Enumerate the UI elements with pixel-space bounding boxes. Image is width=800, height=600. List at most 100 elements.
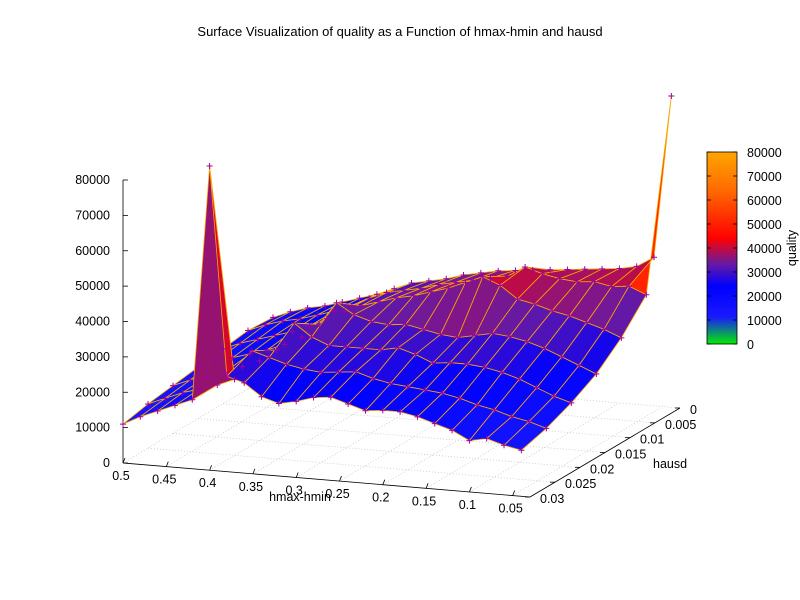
data-point-marker	[368, 318, 375, 325]
data-point-marker	[287, 308, 294, 315]
data-point-marker	[281, 341, 288, 348]
data-point-marker	[296, 315, 303, 322]
data-point-marker	[479, 273, 486, 280]
data-point-marker	[422, 386, 429, 393]
grid-line-x	[469, 402, 620, 493]
data-point-marker	[206, 163, 213, 170]
data-point-marker	[456, 395, 463, 402]
data-point-marker	[514, 296, 521, 303]
colorbar-label: quality	[785, 229, 799, 266]
data-point-marker	[491, 406, 498, 413]
data-point-marker	[171, 402, 178, 409]
data-point-marker	[516, 376, 523, 383]
y-axis-label: hausd	[653, 457, 687, 471]
grid-line-x	[166, 377, 317, 467]
data-point-marker	[506, 333, 513, 340]
data-point-marker	[487, 275, 494, 282]
x-axis-label: hmax-hmin	[269, 490, 331, 504]
data-point-marker	[266, 354, 273, 361]
data-point-marker	[420, 326, 427, 333]
data-point-marker	[262, 321, 269, 328]
data-point-marker	[271, 332, 278, 339]
data-point-marker	[549, 307, 556, 314]
data-point-marker	[385, 321, 392, 328]
data-point-marker	[362, 407, 369, 414]
data-point-marker	[348, 302, 355, 309]
data-point-marker	[333, 299, 340, 306]
data-point-marker	[497, 282, 504, 289]
x-tick-label: 0.25	[325, 487, 349, 501]
data-point-marker	[214, 381, 221, 388]
data-point-marker	[335, 369, 342, 376]
x-tick-mark	[165, 461, 169, 467]
data-point-marker	[445, 285, 452, 292]
data-point-marker	[360, 345, 367, 352]
x-tick-label: 0.45	[152, 473, 176, 487]
data-point-marker	[366, 295, 373, 302]
data-point-marker	[531, 301, 538, 308]
data-point-marker	[316, 321, 323, 328]
data-point-marker	[339, 298, 346, 305]
z-axis: 0 10000 20000 30000 40000 50000 60000 70000 8000…	[75, 173, 128, 470]
data-point-marker	[464, 361, 471, 368]
data-point-marker	[564, 266, 571, 273]
data-point-marker	[377, 346, 384, 353]
colorbar-tick-label: 80000	[747, 146, 782, 160]
data-point-marker	[408, 279, 415, 286]
data-point-marker	[539, 270, 546, 277]
x-tick-label: 0.3	[285, 483, 302, 497]
data-point-marker	[402, 321, 409, 328]
data-point-marker	[264, 347, 271, 353]
data-point-marker	[358, 302, 365, 309]
x-tick-label: 0.35	[239, 480, 263, 494]
data-point-marker	[304, 304, 311, 311]
data-point-marker	[452, 279, 459, 286]
data-point-marker	[331, 308, 338, 315]
data-point-marker	[501, 442, 508, 449]
data-point-marker	[626, 283, 633, 290]
data-point-marker	[558, 353, 565, 360]
surface-mesh	[122, 95, 672, 451]
data-point-marker	[345, 400, 352, 407]
data-point-marker	[196, 385, 203, 392]
data-point-marker	[308, 334, 315, 341]
colorbar-tick-label: 20000	[747, 290, 782, 304]
x-tick-label: 0.1	[459, 498, 476, 512]
data-point-marker	[221, 369, 228, 376]
data-point-marker	[608, 283, 615, 290]
data-point-marker	[387, 380, 394, 387]
y-tick-label: 0.015	[615, 448, 646, 462]
data-point-marker	[179, 389, 186, 396]
data-point-marker	[239, 363, 246, 370]
y-tick-label: 0	[690, 403, 697, 417]
z-tick-label: 10000	[75, 421, 110, 435]
data-point-marker	[504, 273, 511, 280]
data-point-marker	[489, 330, 496, 337]
grid-line-x	[382, 395, 533, 486]
data-point-marker	[427, 288, 434, 295]
data-point-marker	[397, 408, 404, 415]
y-tick-label: 0.025	[565, 477, 596, 491]
data-point-marker	[556, 275, 563, 282]
data-point-marker	[462, 279, 469, 286]
grid-line-y	[197, 418, 606, 453]
colorbar-tick-label: 60000	[747, 194, 782, 208]
data-point-marker	[270, 314, 276, 321]
data-point-marker	[616, 265, 623, 272]
data-point-marker	[400, 287, 407, 294]
data-point-marker	[375, 298, 382, 305]
data-point-marker	[229, 354, 236, 361]
data-point-marker	[412, 351, 419, 358]
data-point-marker	[300, 366, 307, 373]
z-tick-label: 80000	[75, 173, 110, 187]
data-point-marker	[145, 400, 151, 407]
data-point-marker	[524, 338, 531, 345]
data-point-marker	[391, 285, 398, 292]
y-tick-label: 0.005	[665, 418, 696, 432]
grid-line-x	[252, 384, 404, 475]
data-point-marker	[526, 418, 533, 425]
data-point-marker	[576, 362, 583, 369]
data-point-marker	[248, 347, 255, 354]
data-point-marker	[120, 421, 126, 428]
z-tick-label: 20000	[75, 385, 110, 399]
